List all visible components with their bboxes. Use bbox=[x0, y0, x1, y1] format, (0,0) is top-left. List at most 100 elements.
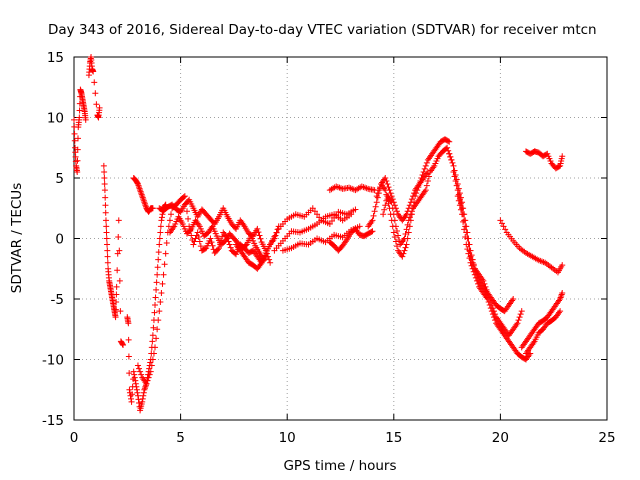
data-point-fall-lower bbox=[486, 302, 493, 309]
data-point-early-scatter-a bbox=[71, 130, 78, 137]
data-point-deep-dip bbox=[126, 386, 133, 393]
data-point-fall-upper bbox=[446, 150, 453, 157]
data-point-loop-15-upper bbox=[408, 196, 415, 203]
data-point-fall-lower bbox=[471, 271, 478, 278]
data-point-loop-15-lower bbox=[404, 221, 411, 228]
data-point-band-9-13-upper bbox=[271, 233, 278, 240]
data-point-early-scatter-b bbox=[90, 68, 97, 75]
data-point-band-13-14 bbox=[369, 228, 376, 235]
data-point-loop-15-lower bbox=[405, 217, 412, 224]
data-point-deep-dip bbox=[128, 398, 135, 405]
data-point-deep-dip bbox=[158, 214, 165, 221]
data-point-fall-middle bbox=[516, 314, 523, 321]
data-point-deep-dip bbox=[150, 324, 157, 331]
x-tick-label: 20 bbox=[492, 430, 509, 446]
data-point-fall-lower bbox=[463, 241, 470, 248]
data-point-loop-15-upper bbox=[407, 199, 414, 206]
data-point-deep-dip bbox=[136, 400, 143, 407]
data-point-mid-lower bbox=[161, 261, 168, 268]
data-point-deep-dip bbox=[140, 392, 147, 399]
data-point-early-drop bbox=[103, 235, 110, 242]
y-tick-label: -15 bbox=[42, 413, 64, 429]
data-point-loop-15-lower bbox=[422, 187, 429, 194]
data-point-recovery bbox=[559, 289, 566, 296]
data-point-deep-dip bbox=[147, 359, 154, 366]
data-point-mid-lower bbox=[181, 193, 188, 200]
data-point-fall-lower bbox=[472, 274, 479, 281]
data-point-loop-15-upper bbox=[423, 159, 430, 166]
data-point-early-scatter-a bbox=[74, 135, 81, 142]
data-point-loop-15-upper bbox=[406, 202, 413, 209]
data-point-deep-dip bbox=[132, 380, 139, 387]
data-point-mid-lower bbox=[154, 326, 161, 333]
data-point-band-9-13-upper bbox=[352, 206, 359, 213]
data-point-early-drop bbox=[113, 291, 120, 298]
data-point-mid-lower bbox=[195, 233, 202, 240]
data-point-fall-lower bbox=[475, 280, 482, 287]
data-point-deep-dip bbox=[141, 386, 148, 393]
data-point-deep-dip bbox=[151, 309, 158, 316]
data-point-early-drop bbox=[115, 217, 122, 224]
data-point-loop-15 bbox=[400, 250, 407, 257]
data-point-early-drop bbox=[114, 250, 121, 257]
data-points bbox=[71, 54, 566, 414]
data-point-loop-15-upper bbox=[382, 175, 389, 181]
data-point-loop-15-lower bbox=[444, 144, 451, 151]
data-point-deep-dip bbox=[134, 389, 141, 396]
data-point-loop-15-lower bbox=[395, 232, 402, 239]
data-point-loop-15-upper bbox=[387, 190, 394, 197]
data-point-deep-dip bbox=[155, 249, 162, 256]
data-point-early-drop bbox=[114, 267, 121, 274]
data-point-loop-15-lower bbox=[391, 217, 398, 224]
data-point-band-9-13-upper bbox=[267, 241, 274, 248]
data-point-mid-lower bbox=[192, 235, 199, 242]
data-point-deep-dip bbox=[130, 368, 137, 375]
data-point-fall-middle bbox=[517, 311, 524, 318]
data-point-early-scatter-a bbox=[74, 157, 81, 164]
data-point-early-drop bbox=[103, 229, 110, 236]
y-tick-label: 10 bbox=[47, 111, 64, 127]
data-point-fall-lower bbox=[492, 317, 499, 324]
data-point-loop-15-upper bbox=[409, 193, 416, 200]
data-point-early-drop bbox=[112, 314, 119, 321]
data-point-secondary-dip bbox=[138, 191, 145, 198]
data-point-deep-dip bbox=[139, 398, 146, 405]
data-point-cluster-13-14 bbox=[362, 184, 369, 191]
data-point-fall-middle bbox=[451, 173, 458, 180]
chart-title: Day 343 of 2016, Sidereal Day-to-day VTE… bbox=[48, 22, 597, 38]
x-tick-label: 5 bbox=[176, 430, 185, 446]
data-point-early-drop bbox=[113, 283, 120, 290]
data-point-early-drop bbox=[102, 202, 109, 209]
data-point-fall-middle bbox=[454, 187, 461, 194]
data-point-mid-lower bbox=[147, 368, 154, 375]
data-point-fall-lower bbox=[459, 211, 466, 218]
data-point-loop-15 bbox=[405, 229, 412, 236]
data-point-loop-15-lower bbox=[390, 211, 397, 218]
data-point-loop-15 bbox=[399, 253, 406, 260]
data-point-mid-lower bbox=[168, 211, 175, 218]
data-point-deep-dip bbox=[132, 377, 139, 384]
data-point-mid-lower bbox=[155, 317, 162, 324]
data-point-mid-lower bbox=[208, 239, 215, 246]
data-point-fall-upper bbox=[448, 156, 455, 163]
data-point-mid-upper bbox=[257, 235, 264, 242]
data-point-mid-lower bbox=[190, 241, 197, 248]
data-point-deep-dip bbox=[126, 370, 133, 377]
data-point-secondary-dip bbox=[140, 197, 147, 204]
data-point-early-scatter-a bbox=[71, 116, 77, 123]
data-point-early-scatter-a bbox=[82, 116, 89, 123]
data-point-late-decline bbox=[497, 217, 504, 224]
data-point-band-9-13-middle bbox=[348, 211, 355, 218]
data-point-secondary-dip bbox=[140, 196, 147, 203]
data-point-mid-lower bbox=[157, 299, 164, 306]
data-point-deep-dip bbox=[131, 371, 138, 378]
data-point-mid-upper bbox=[255, 229, 262, 236]
data-point-early-drop bbox=[102, 217, 109, 224]
data-point-mid-lower bbox=[137, 368, 144, 375]
y-tick-label: -10 bbox=[42, 353, 64, 369]
data-point-recovery bbox=[558, 291, 565, 298]
data-point-early-scatter-b bbox=[92, 90, 99, 97]
data-point-secondary-dip bbox=[139, 193, 146, 200]
data-point-fall-lower bbox=[462, 233, 469, 240]
data-point-mid-lower bbox=[144, 377, 151, 384]
